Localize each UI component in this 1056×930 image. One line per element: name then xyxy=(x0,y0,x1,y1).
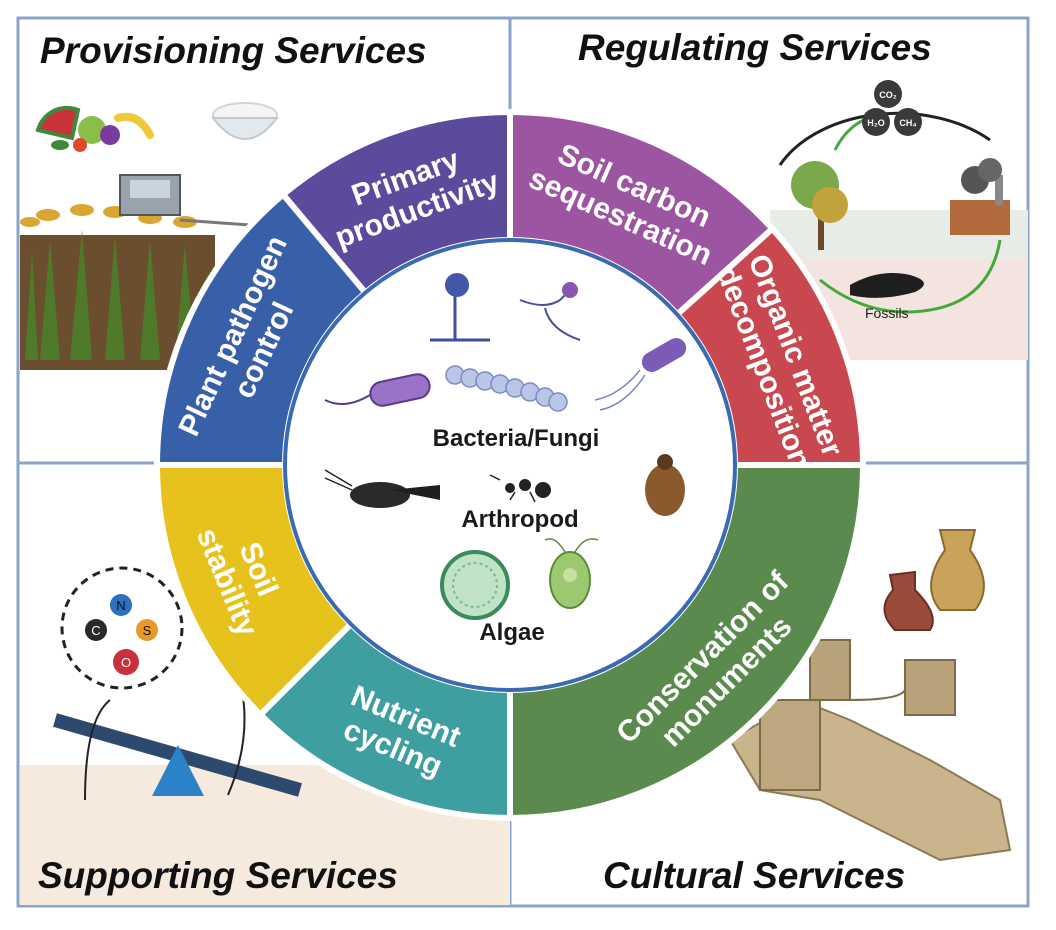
great-wall-illustration xyxy=(728,639,1012,862)
supporting-services-title: Supporting Services xyxy=(38,855,398,896)
organisms-core xyxy=(283,238,737,692)
algae-icons xyxy=(440,538,599,620)
rice-bowl-icon xyxy=(210,102,280,140)
element-s: S xyxy=(143,623,152,638)
co2-label: CO₂ xyxy=(879,90,897,100)
bacteria-fungi-label: Bacteria/Fungi xyxy=(433,425,600,452)
bacteria-icons xyxy=(324,338,687,412)
factory-icon xyxy=(950,158,1010,235)
crop-field-illustration xyxy=(20,174,251,370)
cultural-services-title: Cultural Services xyxy=(603,855,905,896)
tree-icon xyxy=(791,161,848,250)
algae-label: Algae xyxy=(479,619,544,646)
h2o-label: H₂O xyxy=(867,118,885,128)
fulcrum-icon xyxy=(152,745,204,796)
regulating-services-title: Regulating Services xyxy=(578,27,932,68)
arthropod-label: Arthropod xyxy=(461,506,578,533)
tractor-icon xyxy=(119,174,251,227)
element-o: O xyxy=(121,655,131,670)
element-n: N xyxy=(116,598,125,613)
fruit-vegetables-icon xyxy=(35,105,154,152)
gas-molecules: CO₂ H₂O CH₄ xyxy=(862,80,922,136)
element-c: C xyxy=(91,623,100,638)
fossils-icon xyxy=(850,272,924,298)
amphora-icons xyxy=(883,529,985,631)
fungi-icon xyxy=(430,273,581,342)
fossils-label: Fossils xyxy=(865,305,909,321)
provisioning-services-title: Provisioning Services xyxy=(40,30,427,71)
soil-seesaw-illustration: N C S O xyxy=(20,566,510,905)
ch4-label: CH₄ xyxy=(899,118,916,128)
arthropod-icons xyxy=(324,454,685,516)
